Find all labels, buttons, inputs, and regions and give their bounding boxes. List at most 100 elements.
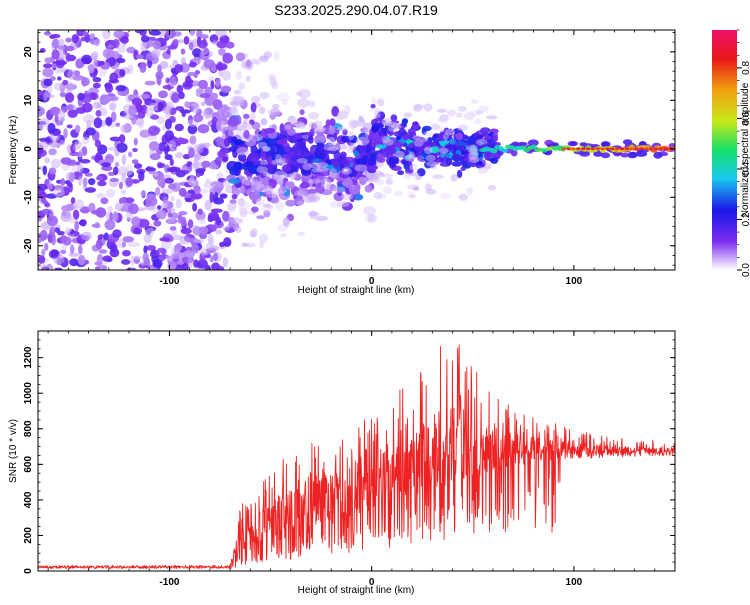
heatmap-cell	[186, 161, 193, 168]
heatmap-cell	[187, 189, 196, 194]
heatmap-cell	[279, 123, 285, 134]
heatmap-cell	[237, 197, 245, 207]
heatmap-cell	[250, 133, 263, 142]
heatmap-cell	[381, 118, 393, 126]
heatmap-cell	[222, 257, 229, 268]
heatmap-cell	[50, 158, 61, 169]
heatmap-cell	[165, 30, 176, 39]
heatmap-cell	[168, 207, 176, 213]
heatmap-cell	[166, 167, 178, 173]
spectrogram-ylabel: Frequency (Hz)	[8, 116, 19, 185]
heatmap-cell	[530, 144, 537, 150]
heatmap-cell	[276, 188, 288, 194]
heatmap-cell	[385, 177, 393, 186]
heatmap-cell	[297, 231, 305, 237]
heatmap-cell	[183, 36, 190, 45]
heatmap-cell	[57, 76, 62, 81]
heatmap-cell	[329, 118, 336, 127]
heatmap-cell	[162, 174, 172, 179]
heatmap-cell	[78, 149, 83, 158]
heatmap-cell	[340, 193, 354, 200]
heatmap-cell	[166, 216, 176, 224]
heatmap-cell	[404, 154, 416, 162]
heatmap-cell	[356, 136, 370, 146]
heatmap-cell	[266, 191, 272, 202]
snr-ytick-label: 400	[23, 491, 34, 508]
heatmap-cell	[409, 164, 419, 171]
heatmap-cell	[194, 185, 201, 195]
heatmap-cell	[215, 229, 223, 235]
heatmap-cell	[346, 145, 354, 154]
heatmap-cell	[79, 159, 91, 164]
heatmap-cell	[375, 144, 387, 149]
heatmap-cell	[126, 170, 135, 178]
heatmap-cell	[396, 135, 402, 141]
heatmap-cell	[308, 112, 320, 120]
heatmap-cell	[374, 178, 385, 186]
heatmap-cell	[65, 45, 75, 52]
heatmap-cell	[458, 193, 469, 201]
heatmap-cell	[84, 172, 93, 177]
heatmap-cell	[175, 243, 183, 252]
heatmap-cell	[99, 94, 111, 105]
heatmap-cell	[51, 142, 60, 148]
heatmap-cell	[61, 205, 72, 212]
snr-x-ticks: -100 0 100	[47, 331, 676, 588]
heatmap-cell	[187, 178, 196, 186]
heatmap-cell	[66, 183, 73, 188]
heatmap-cell	[212, 99, 223, 110]
heatmap-cell	[109, 136, 121, 142]
heatmap-cell	[456, 145, 467, 151]
heatmap-cell	[67, 69, 76, 80]
heatmap-cell	[181, 111, 186, 118]
snr-xtick-label: 100	[566, 577, 583, 588]
heatmap-cell	[189, 79, 194, 84]
heatmap-cell	[115, 57, 126, 64]
heatmap-cell	[485, 115, 498, 120]
heatmap-cell	[66, 81, 74, 91]
heatmap-cell	[402, 158, 409, 164]
heatmap-cell	[165, 112, 171, 120]
heatmap-cell	[110, 243, 118, 253]
heatmap-cell	[177, 39, 185, 44]
heatmap-cell	[585, 147, 591, 151]
spectrogram-ytick-label: 10	[23, 94, 34, 106]
heatmap-cell	[295, 123, 306, 129]
heatmap-cell	[271, 152, 280, 162]
heatmap-cell	[228, 146, 239, 152]
heatmap-cell	[457, 105, 467, 112]
heatmap-cell	[190, 243, 200, 254]
heatmap-cell	[281, 164, 292, 173]
heatmap-cell	[467, 144, 479, 153]
heatmap-cell	[432, 174, 445, 179]
heatmap-cell	[131, 97, 143, 106]
heatmap-cell	[69, 258, 79, 267]
heatmap-cell	[135, 104, 144, 113]
heatmap-cell	[235, 227, 241, 232]
heatmap-cell	[78, 244, 83, 255]
heatmap-cell	[223, 237, 232, 248]
heatmap-cell	[299, 109, 305, 115]
heatmap-cell	[77, 92, 85, 101]
heatmap-cell	[107, 146, 118, 151]
heatmap-cell	[180, 48, 186, 55]
heatmap-cell	[172, 39, 179, 45]
heatmap-cell	[208, 211, 220, 221]
heatmap-cell	[139, 190, 146, 197]
heatmap-cell	[277, 170, 284, 176]
heatmap-cell	[193, 259, 199, 268]
heatmap-cell	[148, 141, 160, 151]
heatmap-cell	[81, 77, 90, 87]
heatmap-cell	[78, 175, 83, 186]
heatmap-cell	[332, 142, 341, 150]
heatmap-cell	[54, 69, 62, 75]
heatmap-cell	[204, 199, 212, 211]
heatmap-cell	[256, 166, 269, 174]
heatmap-cell	[254, 188, 260, 196]
heatmap-cell	[216, 265, 225, 270]
heatmap-cell	[228, 116, 239, 127]
heatmap-cell	[46, 215, 59, 226]
heatmap-cell	[255, 60, 262, 66]
heatmap-cell	[175, 198, 182, 209]
